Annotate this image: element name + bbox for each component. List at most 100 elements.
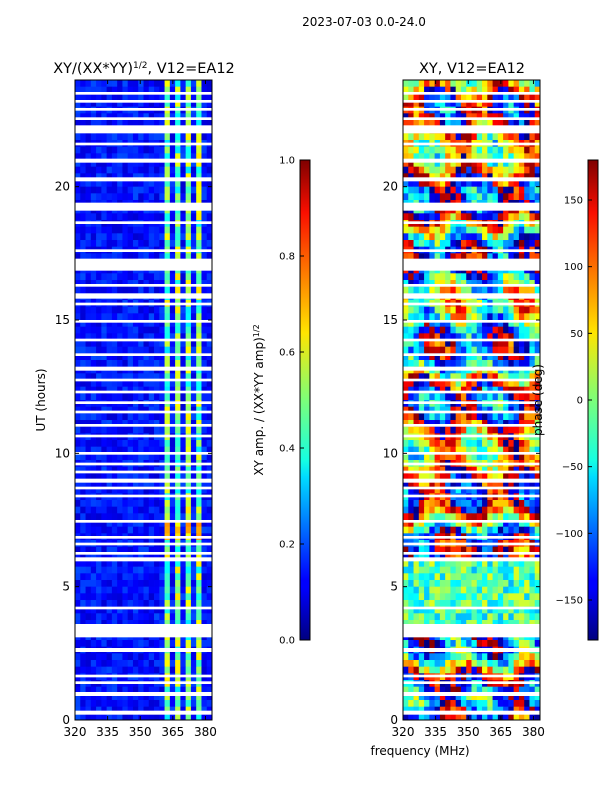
phase-cell bbox=[450, 160, 457, 168]
amplitude-cell bbox=[180, 320, 187, 328]
phase-cell bbox=[434, 386, 441, 394]
phase-cell bbox=[529, 386, 536, 394]
amplitude-flagged-row bbox=[75, 542, 212, 546]
amplitude-cell bbox=[75, 406, 81, 414]
phase-cell bbox=[460, 120, 467, 128]
amplitude-cell bbox=[154, 426, 160, 434]
phase-cell bbox=[534, 506, 541, 514]
phase-cell bbox=[429, 313, 436, 321]
phase-cell bbox=[408, 353, 414, 361]
amplitude-cell bbox=[75, 473, 81, 481]
amplitude-cell bbox=[185, 93, 192, 101]
amplitude-cell bbox=[96, 173, 102, 181]
phase-cell bbox=[497, 393, 504, 401]
amplitude-cell bbox=[164, 346, 171, 354]
phase-cell bbox=[492, 526, 499, 534]
phase-cell bbox=[424, 326, 430, 334]
amplitude-cell bbox=[196, 213, 202, 221]
phase-cell bbox=[524, 413, 530, 421]
phase-cell bbox=[497, 186, 504, 194]
amplitude-cell bbox=[196, 166, 202, 174]
phase-cell bbox=[534, 86, 541, 94]
amplitude-cell bbox=[185, 353, 192, 361]
amplitude-flagged-row bbox=[75, 320, 212, 323]
amplitude-cell bbox=[206, 546, 213, 554]
amplitude-cell bbox=[75, 380, 81, 388]
amplitude-cell bbox=[201, 373, 208, 381]
amplitude-cell bbox=[90, 133, 97, 141]
phase-cell bbox=[487, 80, 493, 88]
phase-cell bbox=[413, 80, 420, 88]
phase-cell bbox=[466, 133, 472, 141]
phase-cell bbox=[445, 553, 451, 561]
amplitude-cell bbox=[169, 213, 176, 221]
amplitude-cell bbox=[80, 393, 86, 401]
phase-cell bbox=[439, 226, 446, 234]
phase-cell bbox=[439, 233, 446, 241]
amplitude-cell bbox=[180, 560, 187, 568]
phase-cell bbox=[429, 513, 436, 521]
phase-cell bbox=[497, 100, 504, 108]
phase-cell bbox=[518, 640, 525, 648]
phase-cell bbox=[524, 440, 530, 448]
phase-cell bbox=[508, 446, 515, 454]
amplitude-cell bbox=[117, 420, 123, 428]
amplitude-cell bbox=[206, 413, 213, 421]
amplitude-cell bbox=[111, 713, 118, 721]
phase-cell bbox=[445, 593, 451, 601]
phase-cell bbox=[508, 406, 515, 414]
amplitude-cell bbox=[90, 380, 97, 388]
phase-cell bbox=[434, 686, 441, 694]
phase-cell bbox=[408, 80, 414, 88]
amplitude-cell bbox=[127, 240, 134, 248]
phase-cell bbox=[403, 526, 409, 534]
amplitude-cell bbox=[201, 280, 208, 288]
amplitude-cell bbox=[96, 653, 102, 661]
amplitude-cell bbox=[185, 546, 192, 554]
amplitude-cell bbox=[80, 513, 86, 521]
phase-cell bbox=[518, 166, 525, 174]
phase-cell bbox=[434, 406, 441, 414]
phase-cell bbox=[403, 173, 409, 181]
phase-cell bbox=[445, 286, 451, 294]
amplitude-cell bbox=[154, 560, 160, 568]
phase-cell bbox=[439, 253, 446, 261]
phase-cell bbox=[408, 486, 414, 494]
phase-cell bbox=[413, 486, 420, 494]
amplitude-cell bbox=[75, 113, 81, 121]
phase-cell bbox=[513, 393, 520, 401]
phase-cell bbox=[445, 120, 451, 128]
amplitude-cell bbox=[185, 346, 192, 354]
phase-cell bbox=[445, 420, 451, 428]
amplitude-cell bbox=[117, 100, 123, 108]
phase-cell bbox=[487, 386, 493, 394]
phase-cell bbox=[476, 93, 483, 101]
amplitude-cell bbox=[90, 146, 97, 154]
amplitude-cell bbox=[101, 193, 108, 201]
amplitude-cell bbox=[164, 566, 171, 574]
phase-cell bbox=[476, 466, 483, 474]
amplitude-cell bbox=[180, 180, 187, 188]
phase-cell bbox=[429, 526, 436, 534]
amplitude-cell bbox=[159, 480, 165, 488]
amplitude-cell bbox=[159, 520, 165, 528]
phase-cell bbox=[508, 660, 515, 668]
amplitude-cell bbox=[106, 560, 113, 568]
phase-cell bbox=[466, 120, 472, 128]
amplitude-cell bbox=[159, 693, 165, 701]
amplitude-cell bbox=[175, 553, 181, 561]
phase-cell bbox=[518, 193, 525, 201]
amplitude-cell bbox=[106, 500, 113, 508]
phase-cell bbox=[508, 440, 515, 448]
phase-cell bbox=[508, 420, 515, 428]
phase-cell bbox=[492, 286, 499, 294]
amplitude-cell bbox=[138, 566, 144, 574]
amplitude-cell bbox=[175, 166, 181, 174]
phase-cell bbox=[524, 160, 530, 168]
amplitude-cell bbox=[138, 553, 144, 561]
phase-cell bbox=[418, 466, 425, 474]
amplitude-cell bbox=[132, 286, 139, 294]
phase-cell bbox=[534, 193, 541, 201]
amplitude-cell bbox=[122, 520, 129, 528]
amplitude-cell bbox=[85, 340, 92, 348]
